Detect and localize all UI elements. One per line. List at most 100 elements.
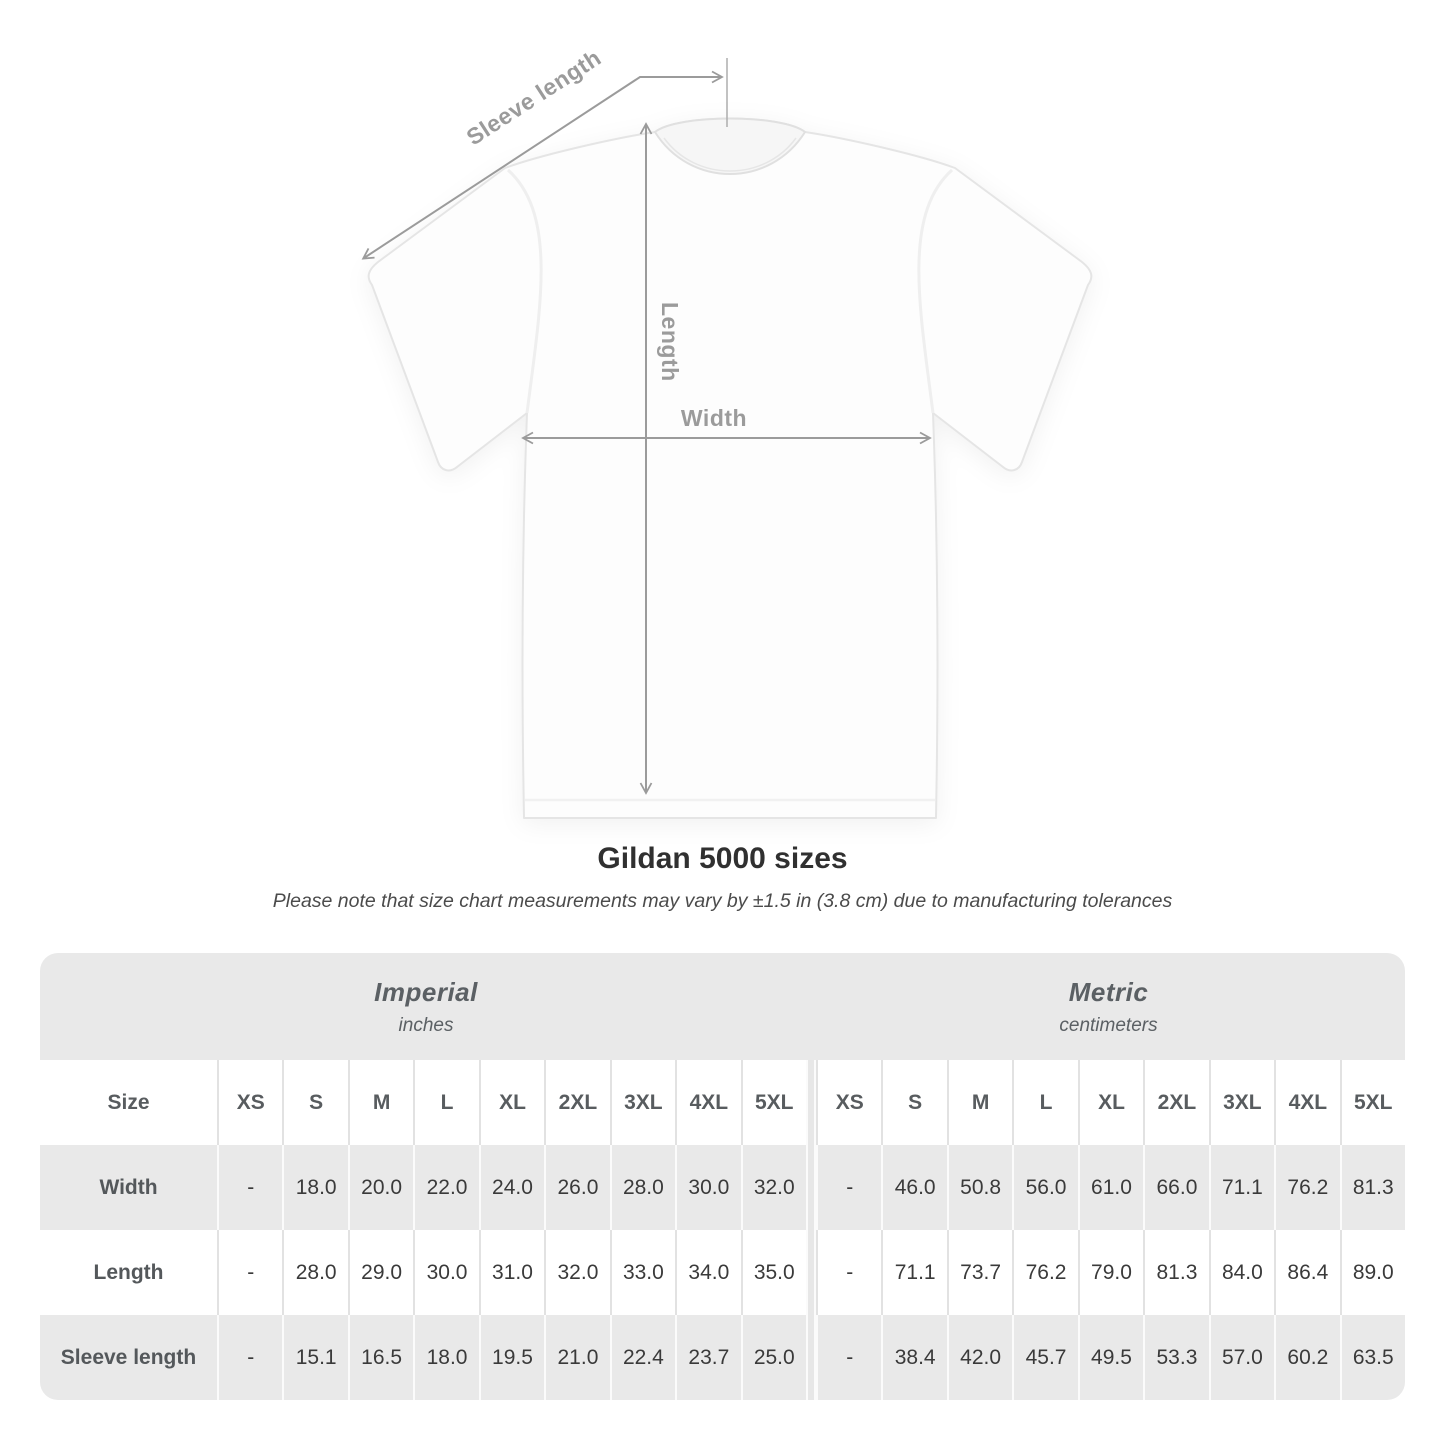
metric-value: -	[815, 1315, 882, 1400]
metric-value: -	[815, 1145, 882, 1230]
metric-value: 50.8	[946, 1145, 1013, 1230]
metric-value: 60.2	[1274, 1315, 1340, 1400]
imperial-value: 28.0	[282, 1230, 348, 1315]
tolerance-note: Please note that size chart measurements…	[272, 890, 1173, 912]
size-table: Imperial inches Metric centimeters Size X…	[40, 953, 1405, 1400]
imperial-value: 18.0	[282, 1145, 348, 1230]
metric-size-header: XS	[815, 1060, 882, 1145]
imperial-value: -	[217, 1145, 283, 1230]
metric-value: -	[815, 1230, 882, 1315]
imperial-value: 32.0	[740, 1145, 806, 1230]
metric-value: 61.0	[1077, 1145, 1144, 1230]
imperial-value: -	[217, 1230, 283, 1315]
sleeve-length-label: Sleeve length	[462, 44, 606, 150]
metric-value: 46.0	[881, 1145, 947, 1230]
metric-value: 45.7	[1012, 1315, 1078, 1400]
metric-size-header: 5XL	[1339, 1060, 1405, 1145]
imperial-value: 34.0	[675, 1230, 741, 1315]
metric-size-header: M	[946, 1060, 1013, 1145]
metric-size-header: L	[1012, 1060, 1078, 1145]
metric-title: Metric	[1068, 976, 1149, 1007]
imperial-value: 19.5	[478, 1315, 545, 1400]
metric-value: 49.5	[1077, 1315, 1144, 1400]
imperial-value: 33.0	[609, 1230, 676, 1315]
imperial-size-header: 2XL	[544, 1060, 610, 1145]
imperial-metric-divider	[805, 1315, 816, 1400]
imperial-size-header: S	[282, 1060, 348, 1145]
metric-value: 79.0	[1077, 1230, 1144, 1315]
imperial-title: Imperial	[374, 976, 478, 1007]
size-column-header: Size	[40, 1060, 217, 1145]
metric-size-header: 3XL	[1208, 1060, 1275, 1145]
imperial-value: 30.0	[675, 1145, 741, 1230]
imperial-size-header: 4XL	[675, 1060, 741, 1145]
metric-size-header: 4XL	[1274, 1060, 1340, 1145]
imperial-value: 20.0	[347, 1145, 414, 1230]
imperial-value: 28.0	[609, 1145, 676, 1230]
metric-value: 89.0	[1339, 1230, 1405, 1315]
measurement-row-label: Sleeve length	[40, 1315, 217, 1400]
imperial-value: -	[217, 1315, 283, 1400]
imperial-metric-divider	[805, 1060, 816, 1145]
imperial-size-header: 3XL	[609, 1060, 676, 1145]
metric-value: 63.5	[1339, 1315, 1405, 1400]
metric-value: 73.7	[946, 1230, 1013, 1315]
tshirt-body	[367, 117, 1093, 819]
metric-value: 86.4	[1274, 1230, 1340, 1315]
metric-header-group: Metric centimeters	[812, 953, 1405, 1060]
metric-value: 56.0	[1012, 1145, 1078, 1230]
imperial-value: 30.0	[413, 1230, 479, 1315]
measurement-row-label: Length	[40, 1230, 217, 1315]
metric-value: 38.4	[881, 1315, 947, 1400]
imperial-size-header: XL	[478, 1060, 545, 1145]
imperial-value: 23.7	[675, 1315, 741, 1400]
metric-size-header: 2XL	[1143, 1060, 1209, 1145]
metric-value: 57.0	[1208, 1315, 1275, 1400]
measurement-row-label: Width	[40, 1145, 217, 1230]
size-grid: Size XS S M L XL 2XL 3XL 4XL 5XL XS S M L XL 2XL 3XL 4XL 5…	[40, 1060, 1405, 1400]
metric-value: 71.1	[881, 1230, 947, 1315]
imperial-value: 22.0	[413, 1145, 479, 1230]
imperial-value: 21.0	[544, 1315, 610, 1400]
metric-unit: centimeters	[1059, 1014, 1158, 1036]
metric-size-header: XL	[1077, 1060, 1144, 1145]
imperial-value: 35.0	[740, 1230, 806, 1315]
imperial-value: 15.1	[282, 1315, 348, 1400]
metric-value: 53.3	[1143, 1315, 1209, 1400]
imperial-size-header: L	[413, 1060, 479, 1145]
imperial-metric-divider	[805, 1230, 816, 1315]
page-title: Gildan 5000 sizes	[597, 842, 848, 875]
metric-value: 81.3	[1143, 1230, 1209, 1315]
sleeve-length-arrow	[361, 70, 724, 260]
metric-size-header: S	[881, 1060, 947, 1145]
tshirt-measurement-diagram: Sleeve length Length Width	[361, 44, 1093, 819]
imperial-size-header: XS	[217, 1060, 283, 1145]
tshirt-illustration	[367, 117, 1093, 819]
imperial-value: 22.4	[609, 1315, 676, 1400]
metric-value: 66.0	[1143, 1145, 1209, 1230]
imperial-value: 18.0	[413, 1315, 479, 1400]
imperial-value: 25.0	[740, 1315, 806, 1400]
imperial-metric-divider	[805, 1145, 816, 1230]
right-sleeve-seam	[917, 168, 954, 414]
length-label: Length	[657, 302, 683, 382]
metric-value: 84.0	[1208, 1230, 1275, 1315]
imperial-value: 26.0	[544, 1145, 610, 1230]
width-label: Width	[681, 405, 747, 431]
imperial-header-group: Imperial inches	[40, 953, 812, 1060]
imperial-value: 29.0	[347, 1230, 414, 1315]
unit-header-band: Imperial inches Metric centimeters	[40, 953, 1405, 1060]
metric-value: 81.3	[1339, 1145, 1405, 1230]
imperial-size-header: 5XL	[740, 1060, 806, 1145]
imperial-unit: inches	[398, 1014, 454, 1036]
imperial-value: 16.5	[347, 1315, 414, 1400]
imperial-value: 32.0	[544, 1230, 610, 1315]
imperial-value: 31.0	[478, 1230, 545, 1315]
imperial-size-header: M	[347, 1060, 414, 1145]
metric-value: 76.2	[1012, 1230, 1078, 1315]
metric-value: 71.1	[1208, 1145, 1275, 1230]
metric-value: 42.0	[946, 1315, 1013, 1400]
metric-value: 76.2	[1274, 1145, 1340, 1230]
imperial-value: 24.0	[478, 1145, 545, 1230]
